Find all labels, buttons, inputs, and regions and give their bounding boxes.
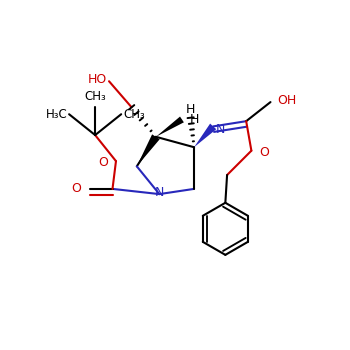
Polygon shape bbox=[156, 117, 184, 137]
Text: H: H bbox=[186, 103, 195, 116]
Polygon shape bbox=[137, 134, 160, 166]
Text: H₃C: H₃C bbox=[46, 108, 67, 121]
Text: CH₃: CH₃ bbox=[84, 90, 106, 103]
Text: H: H bbox=[190, 113, 199, 126]
Text: O: O bbox=[98, 156, 108, 169]
Text: N: N bbox=[216, 123, 225, 136]
Text: CH₃: CH₃ bbox=[123, 108, 145, 121]
Text: HO: HO bbox=[88, 73, 107, 86]
Text: OH: OH bbox=[278, 94, 297, 107]
Text: O: O bbox=[71, 182, 81, 195]
Text: N: N bbox=[155, 186, 164, 199]
Polygon shape bbox=[194, 124, 216, 147]
Text: O: O bbox=[259, 146, 269, 159]
